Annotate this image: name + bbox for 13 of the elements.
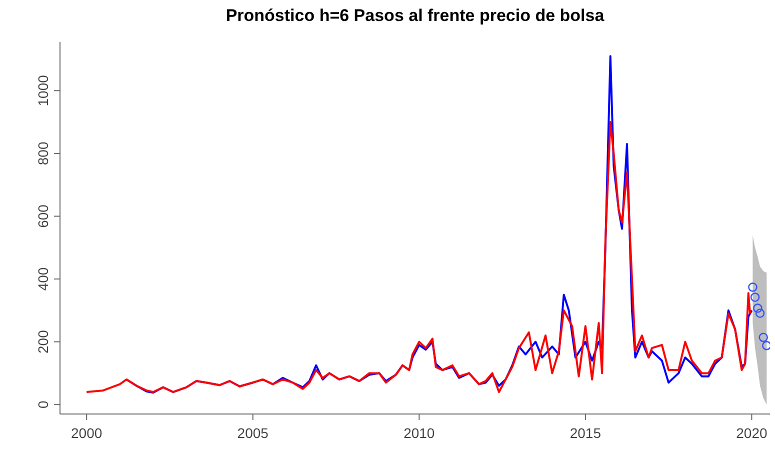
x-tick-label: 2005 [237,424,269,441]
line-series [86,121,752,394]
y-tick-label: 200 [35,330,51,354]
y-tick-label: 400 [35,267,51,291]
y-tick-label: 1000 [35,74,51,106]
x-tick-label: 2015 [570,424,602,441]
chart-title: Pronóstico h=6 Pasos al frente precio de bolsa [224,6,606,26]
y-tick-label: 800 [35,142,51,166]
x-tick-label: 2020 [736,424,768,441]
x-tick-label: 2010 [404,424,435,441]
y-tick-label: 600 [35,204,51,228]
x-tick-label: 2000 [71,424,102,441]
y-tick-label: 0 [35,400,51,408]
